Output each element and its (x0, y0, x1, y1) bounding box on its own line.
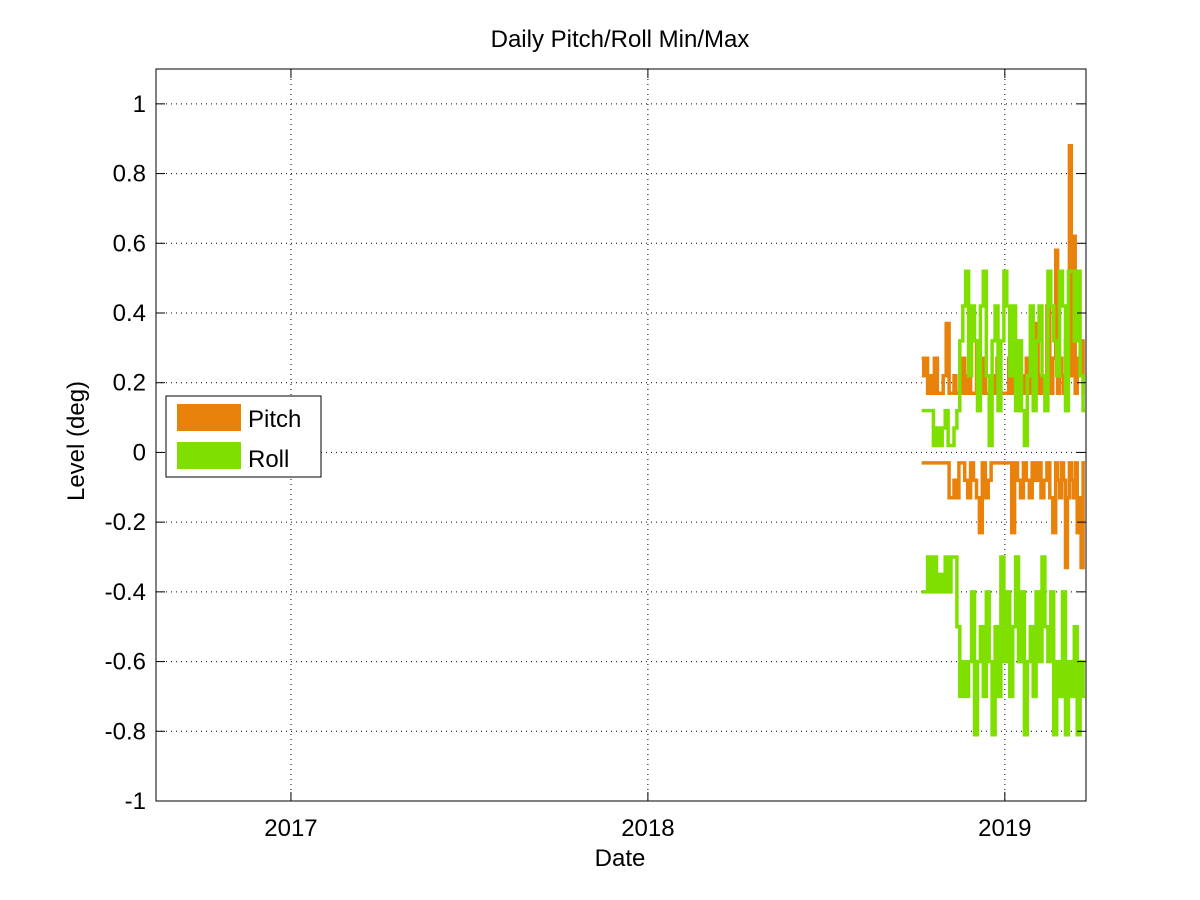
series-line-roll-min (921, 555, 1085, 737)
plot-frame (155, 68, 1087, 802)
series-line-pitch-min (921, 461, 1085, 570)
series-layer (921, 143, 1085, 737)
y-axis-label: Level (deg) (63, 381, 90, 501)
y-tick-label: 0.4 (113, 300, 146, 327)
y-tick-label: -0.2 (105, 509, 146, 536)
x-tick-label: 2017 (264, 815, 317, 842)
y-tick-label: 0.6 (113, 230, 146, 257)
x-tick-label: 2019 (978, 815, 1031, 842)
x-axis-label: Date (595, 845, 646, 872)
legend: Pitch Roll (165, 395, 322, 478)
legend-swatch-roll (177, 442, 241, 469)
legend-label-pitch: Pitch (248, 406, 301, 433)
y-tick-label: 0.2 (113, 370, 146, 397)
y-tick-label: 0.8 (113, 161, 146, 188)
legend-swatch-pitch (177, 404, 241, 431)
x-tick-label: 2018 (621, 815, 674, 842)
series-line-roll-max (921, 269, 1085, 448)
series-roll (921, 269, 1085, 737)
x-tick-labels: 2017 2018 2019 (264, 815, 1031, 842)
y-tick-label: -1 (125, 788, 146, 815)
legend-label-roll: Roll (248, 446, 289, 473)
y-tick-label: 0 (133, 439, 146, 466)
y-tick-label: -0.8 (105, 718, 146, 745)
chart-title: Daily Pitch/Roll Min/Max (491, 26, 750, 53)
y-tick-label: -0.6 (105, 649, 146, 676)
y-tick-label: -0.4 (105, 579, 146, 606)
ticks (156, 69, 1086, 802)
y-tick-label: 1 (133, 91, 146, 118)
y-tick-labels: -1 -0.8 -0.6 -0.4 -0.2 0 0.2 0.4 0.6 0.8 1 (105, 91, 146, 815)
